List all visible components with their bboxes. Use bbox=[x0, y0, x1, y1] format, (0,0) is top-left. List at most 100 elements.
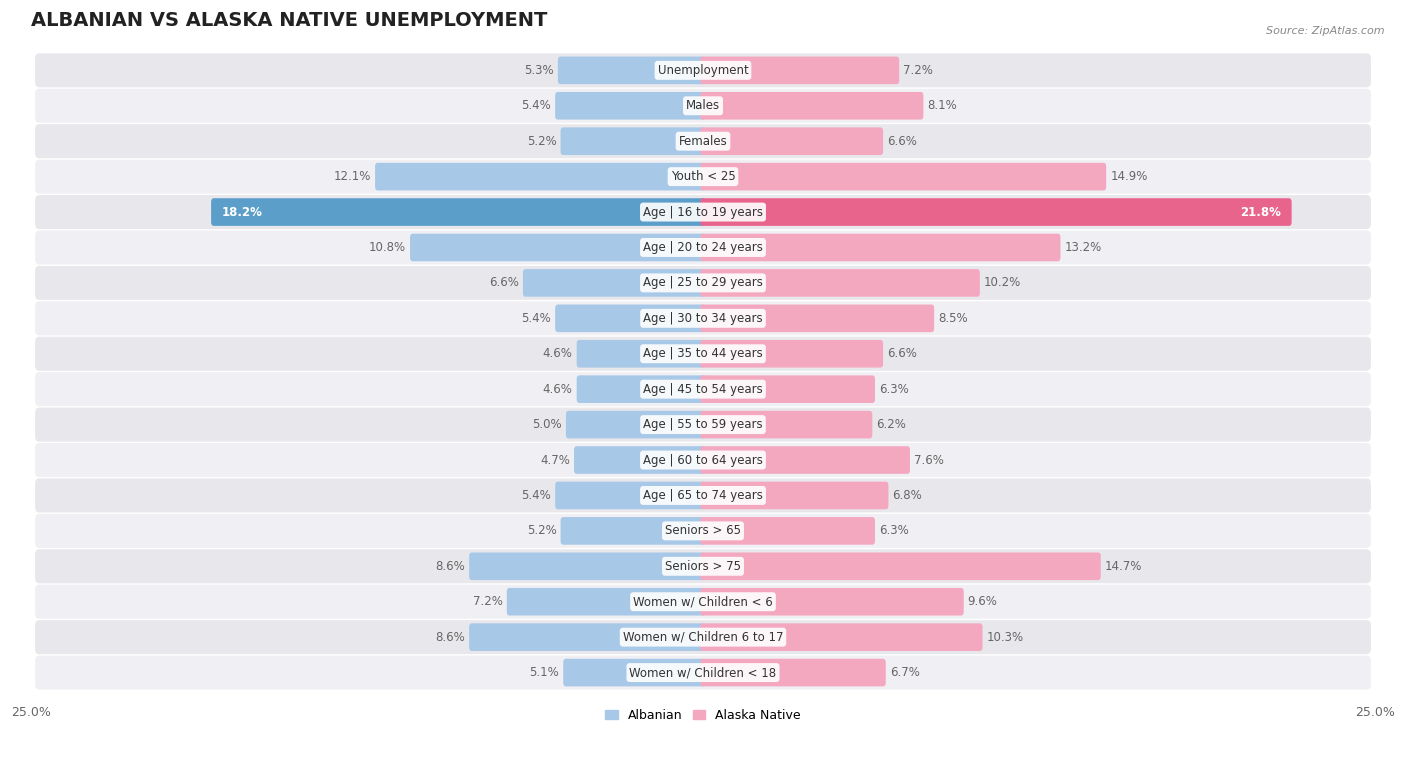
Text: 6.3%: 6.3% bbox=[879, 525, 908, 537]
Text: 5.1%: 5.1% bbox=[530, 666, 560, 679]
FancyBboxPatch shape bbox=[35, 372, 1371, 407]
FancyBboxPatch shape bbox=[558, 57, 706, 84]
FancyBboxPatch shape bbox=[35, 230, 1371, 264]
Text: Women w/ Children < 18: Women w/ Children < 18 bbox=[630, 666, 776, 679]
Text: Seniors > 75: Seniors > 75 bbox=[665, 559, 741, 573]
Text: 6.7%: 6.7% bbox=[890, 666, 920, 679]
FancyBboxPatch shape bbox=[700, 234, 1060, 261]
Text: 6.6%: 6.6% bbox=[887, 135, 917, 148]
FancyBboxPatch shape bbox=[700, 163, 1107, 191]
Text: 18.2%: 18.2% bbox=[222, 206, 263, 219]
FancyBboxPatch shape bbox=[35, 301, 1371, 335]
FancyBboxPatch shape bbox=[35, 124, 1371, 158]
FancyBboxPatch shape bbox=[211, 198, 706, 226]
FancyBboxPatch shape bbox=[700, 411, 872, 438]
FancyBboxPatch shape bbox=[700, 340, 883, 368]
FancyBboxPatch shape bbox=[561, 127, 706, 155]
FancyBboxPatch shape bbox=[375, 163, 706, 191]
FancyBboxPatch shape bbox=[470, 623, 706, 651]
FancyBboxPatch shape bbox=[700, 588, 963, 615]
Text: 8.6%: 8.6% bbox=[436, 631, 465, 643]
FancyBboxPatch shape bbox=[35, 514, 1371, 548]
FancyBboxPatch shape bbox=[700, 481, 889, 509]
FancyBboxPatch shape bbox=[411, 234, 706, 261]
Text: Unemployment: Unemployment bbox=[658, 64, 748, 77]
FancyBboxPatch shape bbox=[700, 517, 875, 545]
FancyBboxPatch shape bbox=[700, 623, 983, 651]
Text: Women w/ Children < 6: Women w/ Children < 6 bbox=[633, 595, 773, 608]
FancyBboxPatch shape bbox=[35, 160, 1371, 194]
Text: 5.3%: 5.3% bbox=[524, 64, 554, 77]
FancyBboxPatch shape bbox=[576, 340, 706, 368]
FancyBboxPatch shape bbox=[700, 375, 875, 403]
Text: 6.2%: 6.2% bbox=[876, 418, 907, 431]
FancyBboxPatch shape bbox=[470, 553, 706, 580]
Text: 14.7%: 14.7% bbox=[1105, 559, 1142, 573]
FancyBboxPatch shape bbox=[700, 198, 1292, 226]
FancyBboxPatch shape bbox=[700, 446, 910, 474]
Text: Age | 45 to 54 years: Age | 45 to 54 years bbox=[643, 383, 763, 396]
FancyBboxPatch shape bbox=[700, 304, 934, 332]
Text: 12.1%: 12.1% bbox=[333, 170, 371, 183]
Text: 5.2%: 5.2% bbox=[527, 525, 557, 537]
FancyBboxPatch shape bbox=[700, 553, 1101, 580]
FancyBboxPatch shape bbox=[700, 92, 924, 120]
FancyBboxPatch shape bbox=[567, 411, 706, 438]
Text: Age | 65 to 74 years: Age | 65 to 74 years bbox=[643, 489, 763, 502]
Text: 4.6%: 4.6% bbox=[543, 383, 572, 396]
Text: 5.4%: 5.4% bbox=[522, 99, 551, 112]
Text: Males: Males bbox=[686, 99, 720, 112]
FancyBboxPatch shape bbox=[35, 478, 1371, 512]
Text: 10.3%: 10.3% bbox=[987, 631, 1024, 643]
Text: 5.2%: 5.2% bbox=[527, 135, 557, 148]
FancyBboxPatch shape bbox=[700, 659, 886, 687]
Text: 5.4%: 5.4% bbox=[522, 489, 551, 502]
Legend: Albanian, Alaska Native: Albanian, Alaska Native bbox=[600, 704, 806, 727]
FancyBboxPatch shape bbox=[523, 269, 706, 297]
Text: 9.6%: 9.6% bbox=[967, 595, 998, 608]
Text: Age | 25 to 29 years: Age | 25 to 29 years bbox=[643, 276, 763, 289]
Text: Age | 16 to 19 years: Age | 16 to 19 years bbox=[643, 206, 763, 219]
Text: Age | 20 to 24 years: Age | 20 to 24 years bbox=[643, 241, 763, 254]
FancyBboxPatch shape bbox=[700, 57, 900, 84]
Text: 8.5%: 8.5% bbox=[938, 312, 967, 325]
Text: Source: ZipAtlas.com: Source: ZipAtlas.com bbox=[1267, 26, 1385, 36]
Text: 7.2%: 7.2% bbox=[903, 64, 934, 77]
Text: 13.2%: 13.2% bbox=[1064, 241, 1102, 254]
Text: Females: Females bbox=[679, 135, 727, 148]
FancyBboxPatch shape bbox=[35, 337, 1371, 371]
Text: 7.6%: 7.6% bbox=[914, 453, 943, 466]
FancyBboxPatch shape bbox=[700, 127, 883, 155]
FancyBboxPatch shape bbox=[35, 89, 1371, 123]
Text: Seniors > 65: Seniors > 65 bbox=[665, 525, 741, 537]
FancyBboxPatch shape bbox=[574, 446, 706, 474]
FancyBboxPatch shape bbox=[564, 659, 706, 687]
Text: 6.8%: 6.8% bbox=[893, 489, 922, 502]
FancyBboxPatch shape bbox=[561, 517, 706, 545]
Text: 8.1%: 8.1% bbox=[928, 99, 957, 112]
Text: 10.2%: 10.2% bbox=[984, 276, 1021, 289]
Text: 10.8%: 10.8% bbox=[368, 241, 406, 254]
Text: 21.8%: 21.8% bbox=[1240, 206, 1281, 219]
Text: 14.9%: 14.9% bbox=[1111, 170, 1147, 183]
FancyBboxPatch shape bbox=[700, 269, 980, 297]
FancyBboxPatch shape bbox=[35, 656, 1371, 690]
FancyBboxPatch shape bbox=[35, 584, 1371, 618]
FancyBboxPatch shape bbox=[35, 443, 1371, 477]
Text: 4.7%: 4.7% bbox=[540, 453, 569, 466]
Text: 5.4%: 5.4% bbox=[522, 312, 551, 325]
Text: 5.0%: 5.0% bbox=[533, 418, 562, 431]
Text: 6.6%: 6.6% bbox=[489, 276, 519, 289]
FancyBboxPatch shape bbox=[35, 195, 1371, 229]
Text: 6.3%: 6.3% bbox=[879, 383, 908, 396]
FancyBboxPatch shape bbox=[555, 481, 706, 509]
Text: Youth < 25: Youth < 25 bbox=[671, 170, 735, 183]
Text: 6.6%: 6.6% bbox=[887, 347, 917, 360]
Text: 8.6%: 8.6% bbox=[436, 559, 465, 573]
Text: Women w/ Children 6 to 17: Women w/ Children 6 to 17 bbox=[623, 631, 783, 643]
Text: 4.6%: 4.6% bbox=[543, 347, 572, 360]
Text: 7.2%: 7.2% bbox=[472, 595, 503, 608]
FancyBboxPatch shape bbox=[506, 588, 706, 615]
Text: Age | 30 to 34 years: Age | 30 to 34 years bbox=[643, 312, 763, 325]
FancyBboxPatch shape bbox=[35, 266, 1371, 300]
